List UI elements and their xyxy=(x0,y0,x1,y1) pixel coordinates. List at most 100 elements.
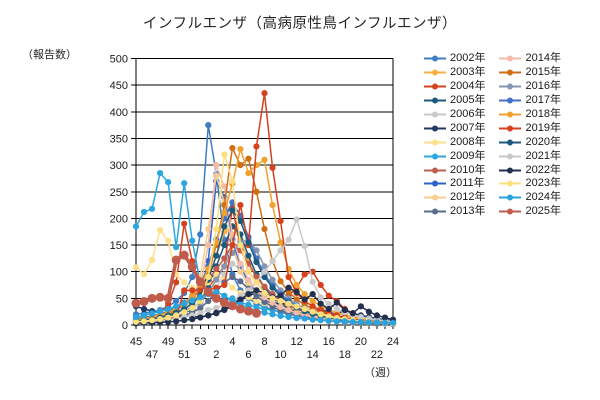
legend-label: 2021年 xyxy=(525,149,561,162)
data-point xyxy=(237,162,244,169)
legend-label: 2022年 xyxy=(525,163,561,176)
data-point xyxy=(253,273,260,281)
data-point xyxy=(132,318,140,325)
data-point xyxy=(213,276,220,283)
data-point xyxy=(213,284,220,291)
data-point xyxy=(147,293,157,303)
data-point xyxy=(189,297,196,304)
data-point xyxy=(269,164,276,171)
legend-label: 2024年 xyxy=(525,191,561,204)
data-point xyxy=(293,303,300,310)
legend-marker-icon xyxy=(499,153,522,160)
data-point xyxy=(381,314,389,321)
data-point xyxy=(245,252,252,259)
legend-label: 2017年 xyxy=(525,94,561,107)
data-point xyxy=(189,273,196,281)
legend-label: 2008年 xyxy=(450,135,486,148)
data-point xyxy=(261,289,268,297)
data-point xyxy=(197,310,204,317)
legend-label: 2011年 xyxy=(450,177,485,190)
data-point xyxy=(229,241,236,249)
data-point xyxy=(245,276,252,283)
data-point xyxy=(389,319,397,326)
data-point xyxy=(253,188,260,195)
data-point xyxy=(269,201,276,209)
data-point xyxy=(221,209,228,217)
legend-label: 2006年 xyxy=(450,108,486,120)
y-tick-label: 100 xyxy=(110,267,128,279)
y-tick-label: 300 xyxy=(110,160,128,172)
legend-marker-icon xyxy=(499,55,522,62)
data-point xyxy=(229,177,236,185)
data-point xyxy=(181,300,188,307)
data-point xyxy=(221,305,228,313)
legend-item: 2007年 xyxy=(424,121,485,135)
data-point xyxy=(140,312,148,319)
data-point xyxy=(132,264,140,271)
legend-marker-icon xyxy=(424,83,446,90)
legend-item: 2012年 xyxy=(424,191,485,205)
legend-marker-icon xyxy=(499,167,522,174)
x-tick-label: 12 xyxy=(291,336,303,348)
data-point xyxy=(229,207,236,214)
data-point xyxy=(317,306,324,314)
data-point xyxy=(156,316,164,323)
data-point xyxy=(277,297,284,305)
data-point xyxy=(285,236,292,243)
data-point xyxy=(277,217,284,225)
legend: 2002年 2003年 2004年 2005年 2006年 2007年 2008年 2009年… xyxy=(424,52,561,219)
data-point xyxy=(165,305,172,313)
data-point xyxy=(189,304,196,312)
data-point xyxy=(173,244,180,251)
legend-label: 2018年 xyxy=(525,108,561,120)
data-point xyxy=(156,308,164,315)
legend-item: 2024年 xyxy=(499,191,561,205)
data-point xyxy=(309,308,316,315)
data-point xyxy=(365,308,373,315)
data-point xyxy=(333,318,340,325)
data-point xyxy=(341,318,348,325)
legend-label: 2002年 xyxy=(450,52,486,65)
data-point xyxy=(205,306,212,314)
data-point xyxy=(285,284,292,291)
y-tick-label: 50 xyxy=(116,293,128,305)
legend-item: 2017年 xyxy=(499,94,561,108)
x-tick-label: 8 xyxy=(261,336,267,348)
data-point xyxy=(205,297,212,305)
data-point xyxy=(285,300,292,307)
data-point xyxy=(140,318,148,325)
data-point xyxy=(237,146,244,153)
x-tick-label: 49 xyxy=(162,336,174,348)
legend-label: 2007年 xyxy=(450,121,486,134)
data-point xyxy=(173,318,180,325)
data-point xyxy=(229,284,236,291)
data-point xyxy=(237,260,244,267)
y-tick-label: 500 xyxy=(110,54,128,66)
data-point xyxy=(179,250,189,260)
data-point xyxy=(325,317,332,324)
legend-label: 2019年 xyxy=(525,121,561,134)
data-point xyxy=(229,260,236,267)
legend-item: 2023年 xyxy=(499,177,561,191)
data-point xyxy=(349,318,356,325)
data-point xyxy=(195,277,205,287)
legend-marker-icon xyxy=(499,111,522,118)
legend-label: 2004年 xyxy=(450,80,486,93)
data-point xyxy=(269,299,276,306)
legend-label: 2025年 xyxy=(525,205,561,218)
axis-labels: 0 50 100 150 200 250 300 350 400 450 500 45 47 49 51 53… xyxy=(110,54,399,362)
data-point xyxy=(237,268,244,275)
data-point xyxy=(317,281,324,289)
data-point xyxy=(293,314,300,322)
data-point xyxy=(325,300,332,307)
data-point xyxy=(237,296,244,303)
x-tick-label: 10 xyxy=(274,349,286,361)
legend-marker-icon xyxy=(424,125,446,132)
data-point xyxy=(237,201,244,209)
data-point xyxy=(197,294,204,301)
data-point xyxy=(165,318,172,325)
legend-marker-icon xyxy=(499,97,522,104)
data-point xyxy=(229,199,236,206)
data-point xyxy=(165,314,172,321)
data-point xyxy=(285,273,292,281)
